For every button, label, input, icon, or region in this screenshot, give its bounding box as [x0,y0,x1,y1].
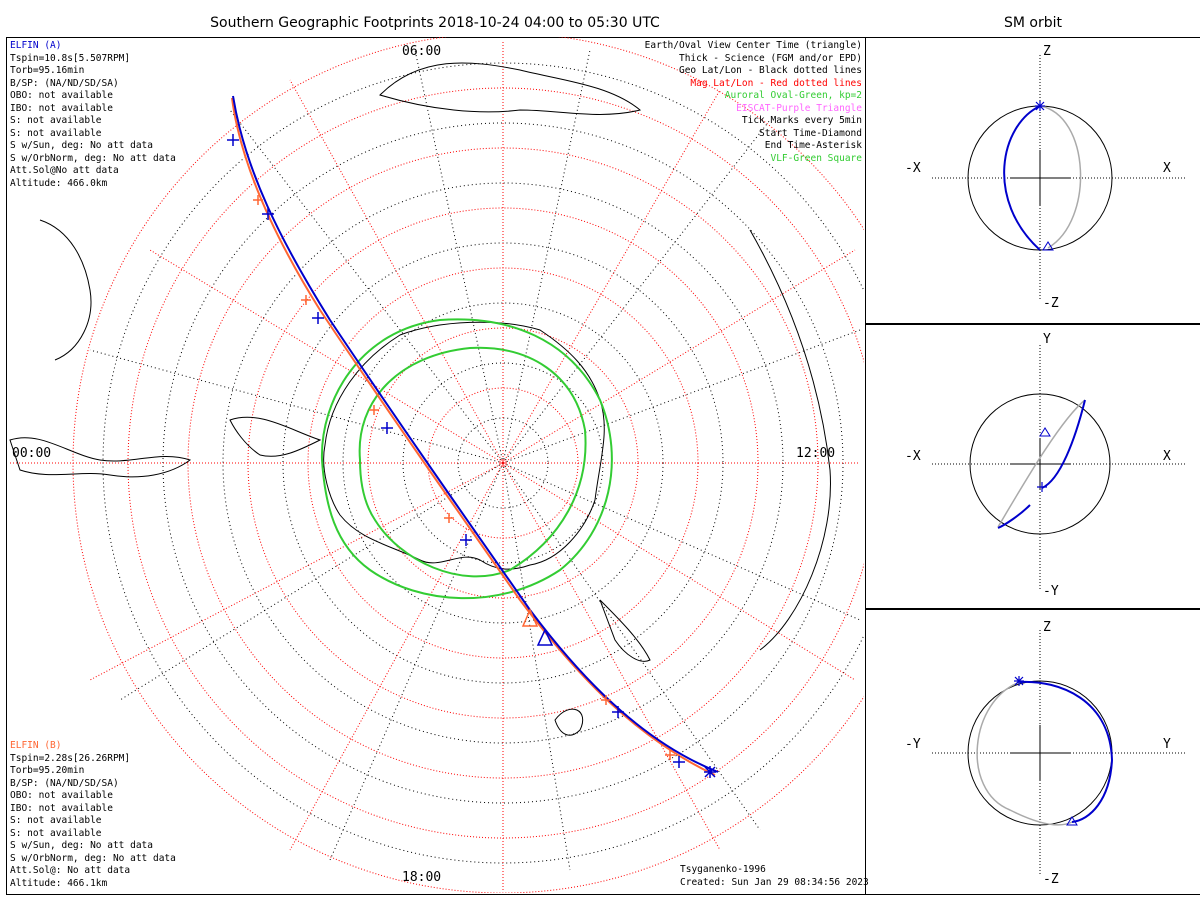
sm1-axis-right: X [1163,161,1171,176]
elfin-b-line: S w/Sun, deg: No att data [10,840,153,851]
model-label: Tsyganenko-1996 [680,864,766,875]
elfin-b-tick-marks [253,195,675,760]
sm3-axis-right: Y [1163,737,1171,752]
sm-panel-xz [865,37,1200,325]
elfin-a-tick-marks [227,134,685,768]
axes [932,630,1185,875]
orbit-grey [976,681,1073,826]
legend-item: VLF-Green Square [770,152,862,164]
view-center-triangles [521,608,554,646]
sm-panel-yz [865,608,1200,895]
elfin-a-line: IBO: not available [10,102,113,114]
end-asterisks [704,766,716,778]
elfin-a-line: Tspin=10.8s[5.507RPM] [10,52,131,64]
sm-orbit-yz [932,630,1185,875]
legend: Earth/Oval View Center Time (triangle) T… [645,40,862,165]
time-label-bottom: 18:00 [402,870,442,885]
pole-marker [499,459,507,467]
geo-lon-lines [89,49,861,871]
coastlines [9,62,831,736]
elfin-b-line: S: not available [10,827,102,839]
sm2-axis-top: Y [1043,332,1051,347]
sm1-axis-left: -X [905,161,921,176]
elfin-a-line: Att.Sol@No att data [10,165,119,176]
elfin-a-line: B/SP: (NA/ND/SD/SA) [10,77,119,89]
sm-panel-xy [865,323,1200,610]
footprint-map [9,37,864,893]
elfin-a-track [232,95,719,773]
sm2-axis-right: X [1163,449,1171,464]
elfin-b-line: S: not available [10,815,102,826]
elfin-a-line: S w/OrbNorm, deg: No att data [10,152,176,164]
orbit-blue [1019,680,1114,823]
sm1-axis-bottom: -Z [1043,296,1059,311]
time-label-top: 06:00 [402,44,442,59]
legend-item: Mag Lat/Lon - Red dotted lines [690,77,862,89]
sm3-axis-top: Z [1043,620,1051,635]
elfin-b-line: Att.Sol@: No att data [10,865,131,876]
elfin-b-line: OBO: not available [10,790,113,801]
elfin-a-info: ELFIN (A) Tspin=10.8s[5.507RPM] Torb=95.… [10,40,176,190]
elfin-a-line: S: not available [10,127,102,139]
end-asterisk [1014,676,1024,686]
legend-item: Auroral Oval-Green, kp=2 [724,90,862,101]
elfin-b-line: B/SP: (NA/ND/SD/SA) [10,777,119,789]
legend-item: Tick Marks every 5min [741,115,862,126]
elfin-a-name: ELFIN (A) [10,40,62,51]
orbit-blue [1003,105,1041,251]
sm1-axis-top: Z [1043,44,1051,59]
legend-item: Start Time-Diamond [759,127,862,139]
elfin-b-line: Tspin=2.28s[26.26RPM] [10,752,131,764]
time-label-left: 00:00 [12,446,52,461]
elfin-b-line: Altitude: 466.1km [10,877,108,889]
auroral-oval [320,318,613,600]
legend-item: Thick - Science (FGM and/or EPD) [678,52,862,64]
footer: Tsyganenko-1996 Created: Sun Jan 29 08:3… [680,864,869,889]
mag-lat-circles [72,37,864,893]
time-label-right: 12:00 [796,446,836,461]
view-center-triangle [1039,427,1051,437]
elfin-b-line: Torb=95.20min [10,765,85,776]
orbit-blue [997,399,1086,529]
legend-item: Geo Lat/Lon - Black dotted lines [678,65,862,76]
elfin-b-line: IBO: not available [10,802,113,814]
end-asterisk [1037,482,1047,492]
legend-item: Earth/Oval View Center Time (triangle) [644,40,862,51]
axes [932,55,1185,300]
view-center-triangle [1042,241,1054,251]
legend-item: EISCAT-Purple Triangle [736,102,862,114]
mag-lon-lines [10,40,860,890]
map-title: Southern Geographic Footprints 2018-10-2… [210,15,660,31]
earth-outline [969,393,1111,535]
sm-orbit-title: SM orbit [1003,15,1062,31]
sm2-axis-bottom: -Y [1043,584,1059,599]
elfin-b-info: ELFIN (B) Tspin=2.28s[26.26RPM] Torb=95.… [10,740,176,890]
orbit-grey [1039,105,1082,249]
elfin-b-track [231,97,716,776]
sm-orbit-xy [932,345,1185,590]
sm3-axis-left: -Y [905,737,921,752]
elfin-a-line: Torb=95.16min [10,65,85,76]
sm3-axis-bottom: -Z [1043,872,1059,887]
view-center-triangle [1066,816,1078,826]
elfin-a-line: S w/Sun, deg: No att data [10,140,153,151]
axes [932,345,1185,590]
legend-item: End Time-Asterisk [764,140,862,151]
created-timestamp: Created: Sun Jan 29 08:34:56 2023 [680,876,869,888]
elfin-b-line: S w/OrbNorm, deg: No att data [10,852,176,864]
end-asterisk [1035,101,1045,111]
elfin-b-name: ELFIN (B) [10,740,62,751]
orbit-grey [997,399,1086,528]
elfin-a-line: S: not available [10,115,102,126]
sm2-axis-left: -X [905,449,921,464]
sm-orbit-xz [932,55,1185,300]
elfin-a-line: OBO: not available [10,90,113,101]
elfin-a-line: Altitude: 466.0km [10,177,108,189]
